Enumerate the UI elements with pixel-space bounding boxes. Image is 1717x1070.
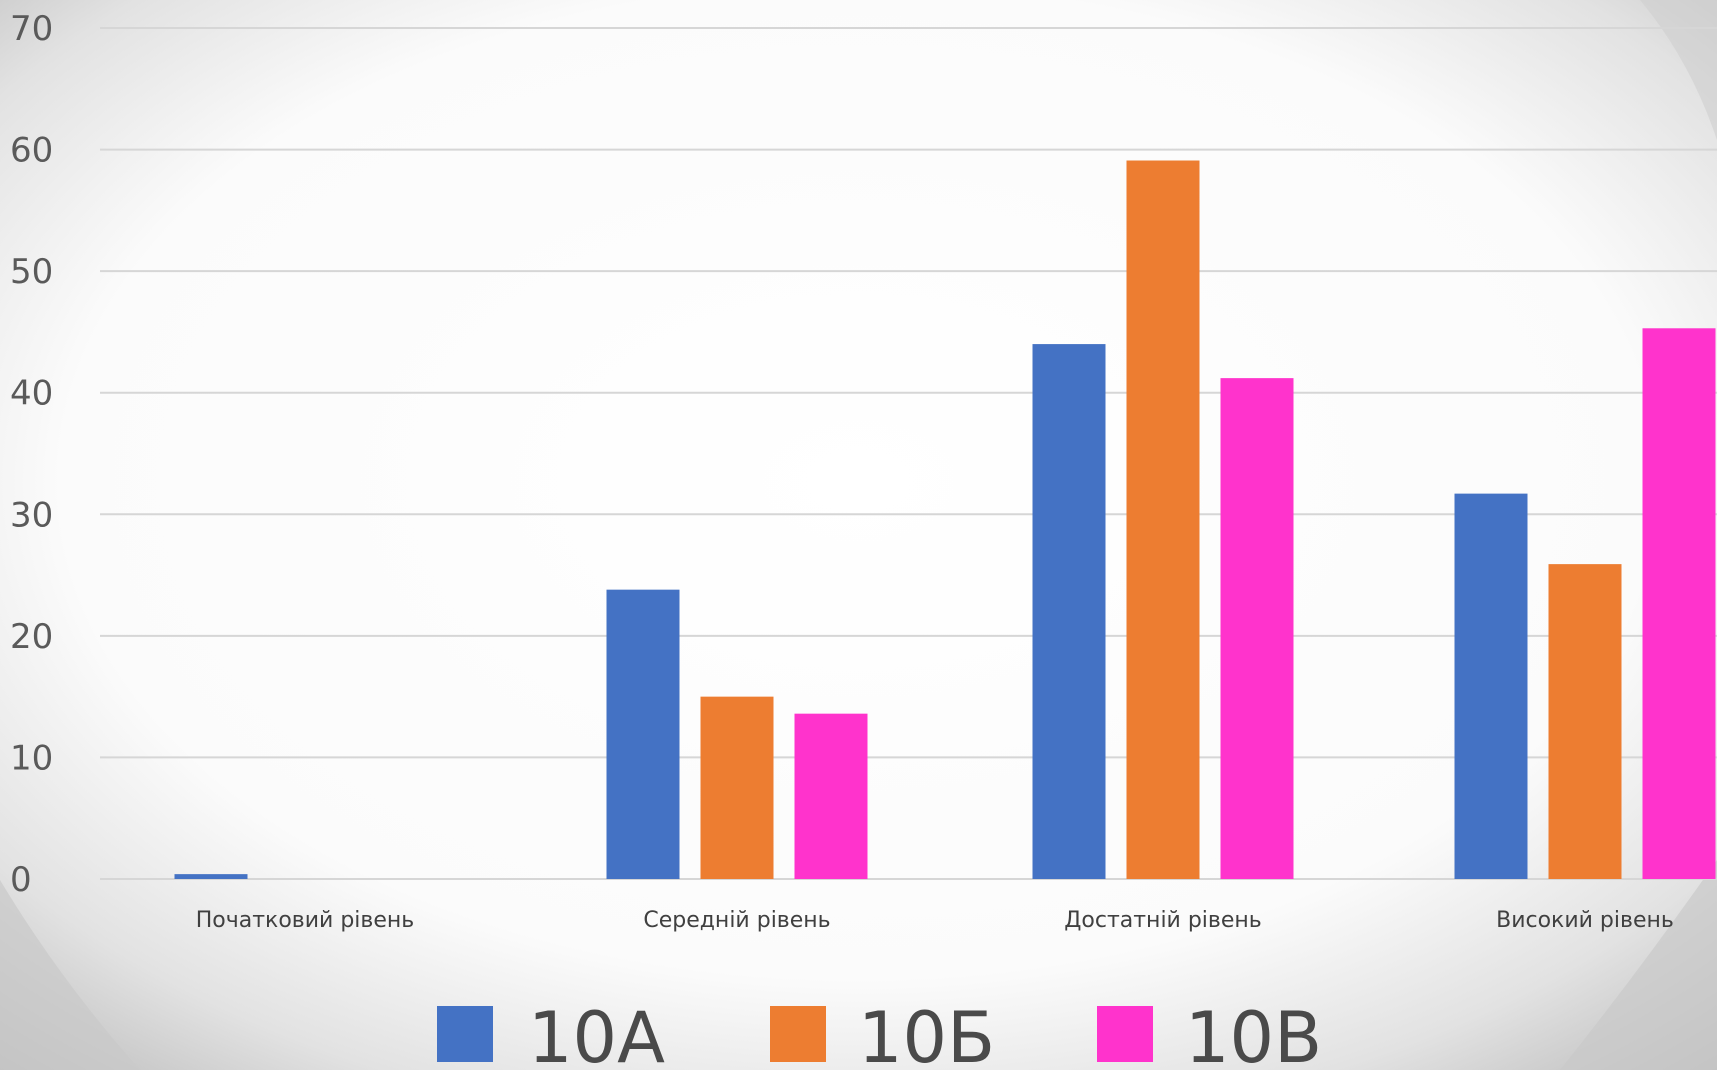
- y-tick-label: 50: [10, 252, 53, 292]
- bars: [174, 160, 1716, 880]
- category-label: Достатній рівень: [1064, 908, 1262, 933]
- y-tick-label: 20: [10, 617, 53, 657]
- bar-10a: [606, 589, 680, 879]
- y-tick-label: 60: [10, 131, 53, 171]
- bar-10v: [1642, 328, 1716, 879]
- corner-ornament-right: [1560, 860, 1717, 1070]
- legend-label-10b: 10Б: [858, 997, 995, 1070]
- category-label: Середній рівень: [643, 908, 830, 933]
- y-tick-label: 40: [10, 374, 53, 414]
- bar-10v: [1220, 378, 1294, 879]
- legend-label-10a: 10А: [528, 997, 665, 1070]
- corner-ornament-top-right: [1640, 0, 1717, 140]
- bar-10b: [700, 696, 774, 879]
- y-tick-label: 30: [10, 495, 53, 535]
- legend: 10А 10Б 10В: [437, 997, 1322, 1070]
- bar-10v: [794, 713, 868, 879]
- y-tick-label: 0: [10, 860, 32, 900]
- y-tick-label: 10: [10, 738, 53, 778]
- category-labels: Початковий рівень Середній рівень Достатні…: [196, 908, 1674, 933]
- legend-label-10v: 10В: [1185, 997, 1322, 1070]
- legend-swatch-10b: [770, 1006, 826, 1062]
- gridlines: [100, 27, 1717, 880]
- bar-10b: [1126, 160, 1200, 879]
- legend-swatch-10v: [1097, 1006, 1153, 1062]
- legend-swatch-10a: [437, 1006, 493, 1062]
- bar-10b: [1548, 564, 1622, 879]
- category-label: Високий рівень: [1496, 908, 1674, 933]
- bar-10a: [1032, 344, 1106, 880]
- bar-10a: [174, 874, 248, 879]
- y-tick-label: 70: [10, 9, 53, 49]
- y-axis-ticks: 0 10 20 30 40 50 60 70: [10, 9, 53, 900]
- bar-10a: [1454, 493, 1528, 879]
- category-label: Початковий рівень: [196, 908, 415, 933]
- corner-ornament-left: [0, 880, 140, 1070]
